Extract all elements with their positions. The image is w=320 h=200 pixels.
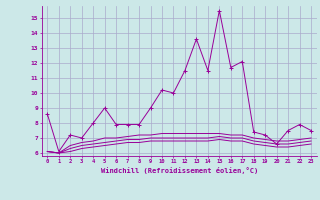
X-axis label: Windchill (Refroidissement éolien,°C): Windchill (Refroidissement éolien,°C) — [100, 167, 258, 174]
